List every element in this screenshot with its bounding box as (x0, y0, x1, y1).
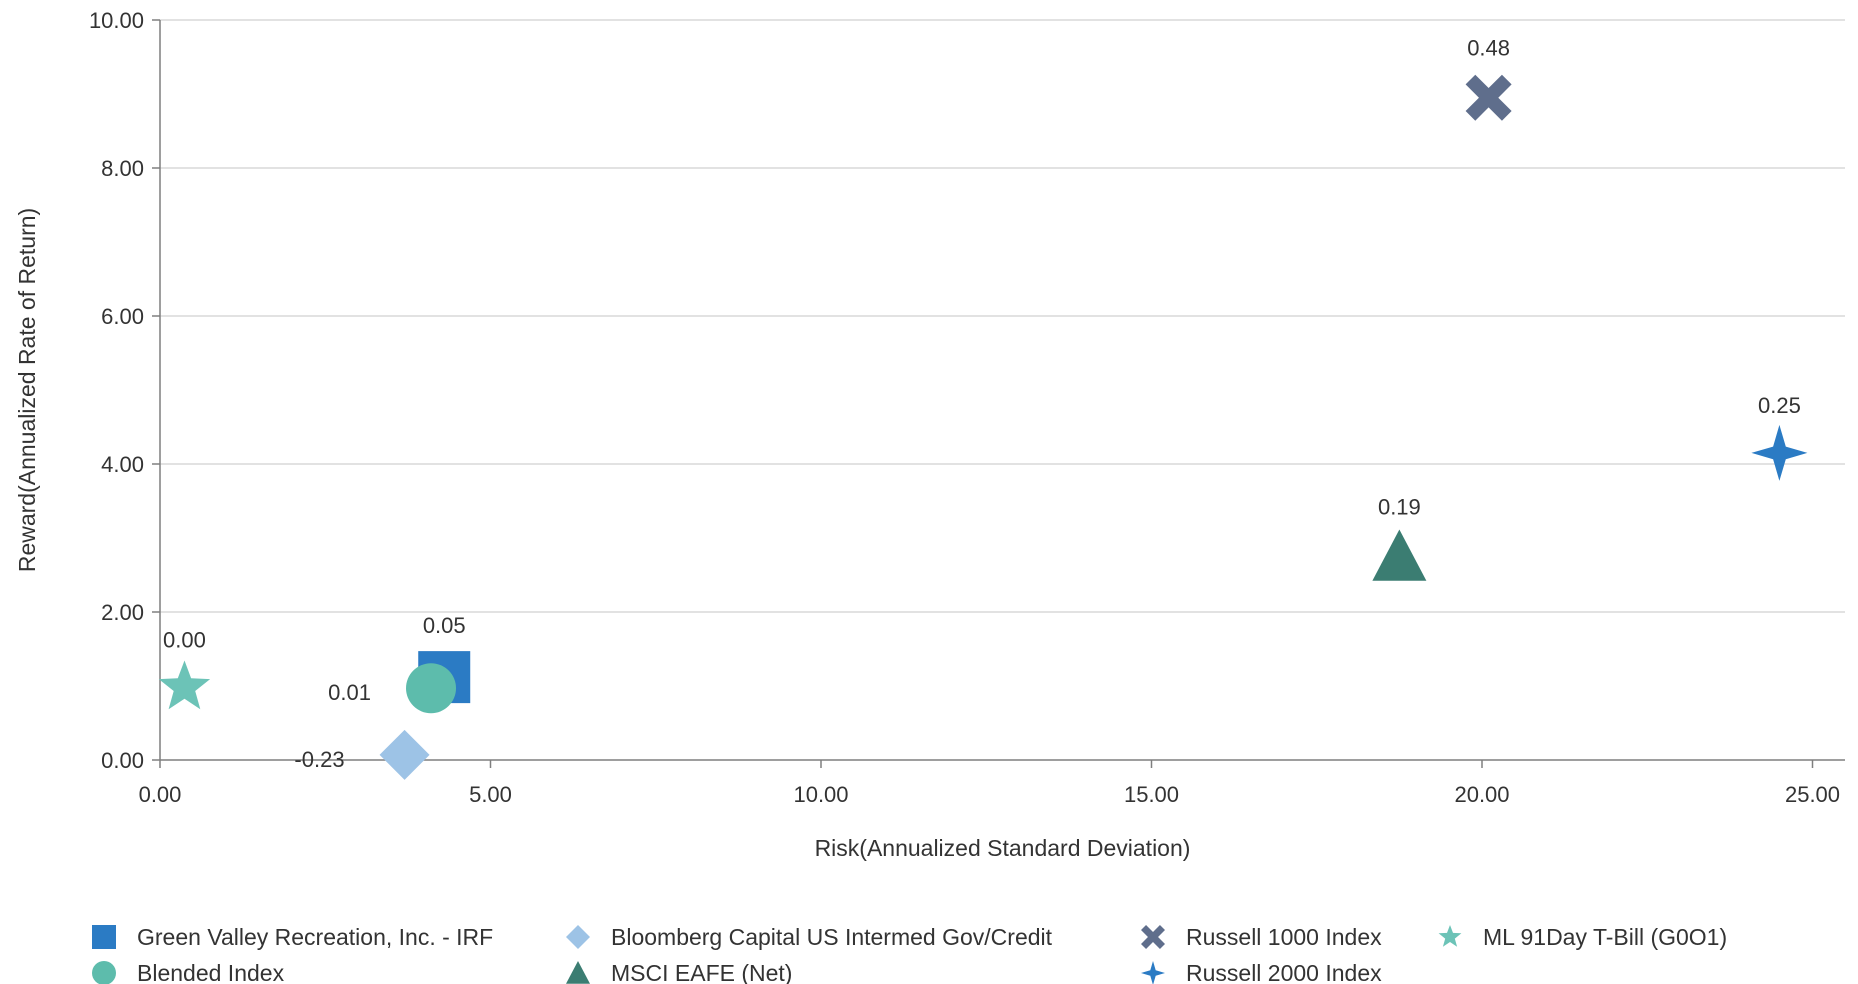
legend-marker-circle (92, 961, 116, 984)
legend-marker-diamond (566, 925, 590, 949)
data-points: 0.05 -0.23 0.48 0.00 0.19 0.25 0.01 (158, 36, 1808, 780)
legend-label: Blended Index (137, 960, 285, 984)
y-tick-label: 10.00 (89, 8, 144, 33)
data-label: 0.00 (163, 627, 206, 652)
x-tick-label: 25.00 (1785, 782, 1840, 807)
x-tick-label: 0.00 (139, 782, 182, 807)
legend-marker-square (92, 925, 116, 949)
legend-label: Bloomberg Capital US Intermed Gov/Credit (611, 924, 1053, 950)
y-tick-label: 2.00 (101, 600, 144, 625)
legend-label: Green Valley Recreation, Inc. - IRF (137, 924, 493, 950)
point-star4 (1751, 424, 1808, 481)
legend-label: MSCI EAFE (Net) (611, 960, 792, 984)
legend-marker-star4 (1141, 961, 1165, 984)
legend-label: Russell 2000 Index (1186, 960, 1382, 984)
y-tick-label: 8.00 (101, 156, 144, 181)
data-label: 0.05 (423, 613, 466, 638)
data-label: -0.23 (294, 747, 344, 772)
x-tick-label: 20.00 (1454, 782, 1509, 807)
legend: Green Valley Recreation, Inc. - IRF Bloom… (92, 924, 1727, 984)
legend-marker-triangle (566, 961, 590, 984)
y-tick-label: 6.00 (101, 304, 144, 329)
point-x (1465, 74, 1512, 121)
x-tick-label: 15.00 (1124, 782, 1179, 807)
legend-label: Russell 1000 Index (1186, 924, 1382, 950)
legend-marker-star (1438, 925, 1462, 947)
y-tick-label: 4.00 (101, 452, 144, 477)
point-star (158, 660, 211, 710)
tick-labels: 0.00 2.00 4.00 6.00 8.00 10.00 0.00 5.00 10.00 15… (89, 8, 1840, 807)
point-circle (406, 663, 457, 714)
x-tick-label: 5.00 (469, 782, 512, 807)
point-diamond (379, 729, 430, 780)
data-label: 0.48 (1467, 36, 1510, 61)
legend-marker-x (1141, 925, 1165, 949)
y-axis-title: Reward(Annualized Rate of Return) (14, 208, 40, 572)
data-label: 0.25 (1758, 393, 1801, 418)
point-triangle (1372, 529, 1427, 581)
x-axis-title: Risk(Annualized Standard Deviation) (815, 835, 1191, 861)
axes (152, 19, 1845, 768)
data-label: 0.01 (328, 680, 371, 705)
legend-label: ML 91Day T-Bill (G0O1) (1483, 924, 1727, 950)
x-tick-label: 10.00 (793, 782, 848, 807)
grid-lines (160, 19, 1845, 613)
y-tick-label: 0.00 (101, 748, 144, 773)
data-label: 0.19 (1378, 495, 1421, 520)
